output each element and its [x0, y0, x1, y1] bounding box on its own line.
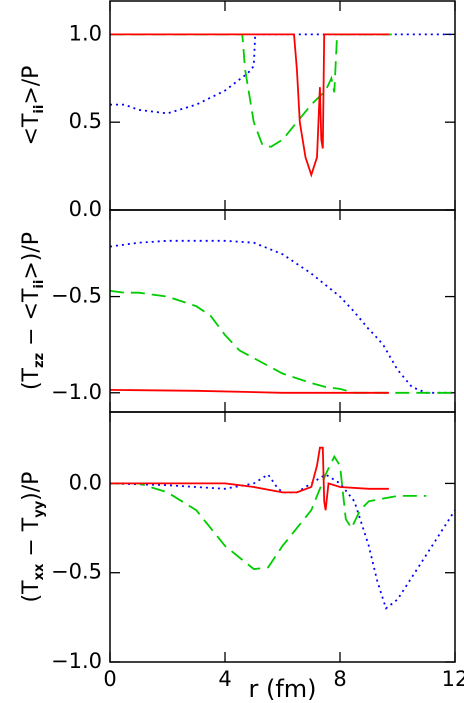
y-axis-label-part: >/P: [19, 66, 44, 105]
series-line: [110, 446, 389, 511]
series-line: [110, 389, 389, 394]
y-tick-label: 1.0: [69, 21, 102, 45]
series-line: [110, 33, 455, 115]
y-tick-label: −1.0: [51, 649, 102, 673]
x-tick-label: 4: [218, 667, 231, 691]
y-axis-label-part: yy: [32, 500, 47, 517]
x-tick-label: 12: [442, 667, 464, 691]
y-axis-label-part: (T: [19, 367, 44, 390]
y-axis-label-part: (T: [19, 580, 44, 603]
y-tick-label: −1.0: [51, 380, 102, 404]
plot-frame: [109, 411, 456, 663]
series-line: [110, 33, 392, 148]
y-axis-label-part: ii: [32, 280, 47, 289]
y-axis-label-part: )/P: [19, 472, 44, 501]
series-line: [110, 289, 455, 394]
series-line: [110, 454, 427, 571]
y-axis-label-part: >)/P: [19, 232, 44, 280]
panel: 1.0 0.5 0.0 <Tii>/P: [19, 0, 456, 221]
x-tick-label: 0: [103, 667, 116, 691]
y-tick-label: 0.0: [69, 197, 102, 221]
y-axis-label-part: ii: [32, 105, 47, 114]
y-axis-label: (Tzz − <Tii>)/P: [19, 232, 47, 390]
x-tick-label: 8: [333, 667, 346, 691]
y-axis-label-part: <T: [19, 113, 44, 145]
y-axis-label-part: zz: [32, 353, 47, 368]
series-line: [110, 239, 455, 394]
y-axis-label: (Txx − Tyy)/P: [19, 472, 47, 603]
y-axis-label-part: xx: [32, 563, 47, 580]
y-tick-label: 0.5: [69, 109, 102, 133]
plot-frame: [109, 0, 456, 211]
panel: 0.0 −0.5 −1.00 4 8 12 r (fm) (Txx − Tyy)/P: [19, 411, 464, 703]
y-tick-label: −0.5: [51, 284, 102, 308]
y-axis-label-part: − T: [19, 517, 44, 563]
x-axis-label: r (fm): [248, 675, 316, 703]
y-tick-label: 0.0: [69, 470, 102, 494]
plot-frame: [109, 209, 456, 413]
y-axis-label: <Tii>/P: [19, 66, 47, 146]
panel: −0.5−1.0(Tzz − <Tii>)/P: [19, 209, 456, 413]
y-tick-label: −0.5: [51, 560, 102, 584]
y-axis-label-part: − <T: [19, 288, 44, 353]
series-line: [110, 473, 455, 610]
series-line: [110, 33, 389, 178]
